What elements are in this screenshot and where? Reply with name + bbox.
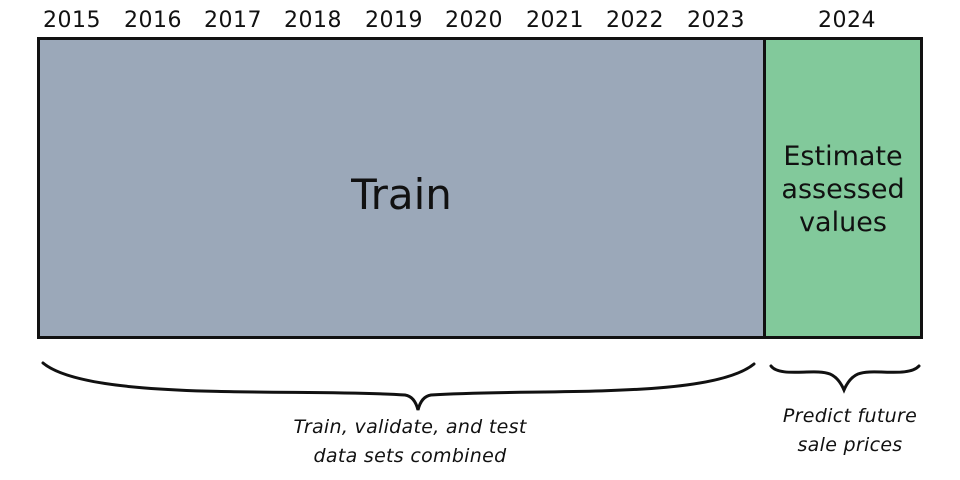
estimate-label-line-1: Estimate	[783, 141, 903, 172]
estimate-period-caption-line-2: sale prices	[797, 434, 903, 456]
estimate-period-caption-line-1: Predict future	[782, 405, 918, 427]
year-label-2022: 2022	[606, 8, 664, 33]
train-period-block: Train	[37, 37, 766, 339]
year-label-2018: 2018	[284, 8, 342, 33]
estimate-period-caption: Predict future sale prices	[765, 402, 935, 460]
train-label: Train	[351, 170, 452, 219]
train-period-caption-line-1: Train, validate, and test	[293, 416, 527, 438]
year-label-2021: 2021	[526, 8, 584, 33]
year-label-2024: 2024	[818, 8, 876, 33]
year-label-2015: 2015	[43, 8, 101, 33]
estimate-period-block: Estimate assessed values	[763, 37, 923, 339]
estimate-label-line-3: values	[799, 207, 887, 238]
year-label-2020: 2020	[445, 8, 503, 33]
estimate-label: Estimate assessed values	[766, 140, 920, 239]
year-label-2023: 2023	[687, 8, 745, 33]
estimate-label-line-2: assessed	[781, 174, 905, 205]
year-label-2017: 2017	[204, 8, 262, 33]
year-label-2019: 2019	[365, 8, 423, 33]
train-period-brace	[41, 361, 756, 411]
train-period-caption: Train, validate, and test data sets comb…	[250, 413, 570, 471]
train-period-caption-line-2: data sets combined	[313, 445, 507, 467]
year-label-2016: 2016	[124, 8, 182, 33]
estimate-period-brace	[769, 364, 921, 394]
